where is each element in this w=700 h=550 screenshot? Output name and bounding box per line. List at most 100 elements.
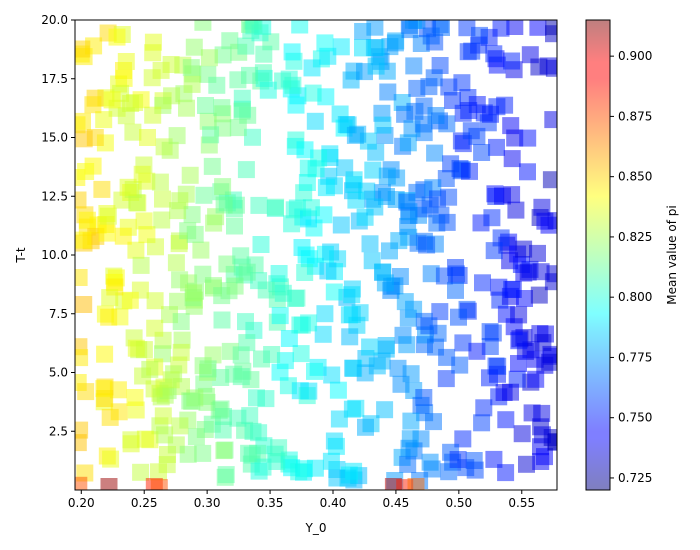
y-axis-label: T-t (14, 247, 28, 264)
data-point (202, 126, 220, 144)
data-point (280, 330, 298, 347)
data-point (75, 130, 93, 148)
data-point (95, 380, 113, 398)
data-point (319, 47, 337, 65)
data-point (271, 307, 289, 325)
data-point (77, 163, 95, 180)
colorbar-tick-label: 0.850 (618, 170, 652, 184)
data-point (270, 265, 288, 282)
data-point (437, 170, 455, 187)
data-point (481, 369, 498, 387)
data-point (109, 381, 127, 399)
data-point (172, 313, 190, 331)
data-point (415, 200, 433, 218)
data-point (237, 161, 255, 179)
data-point (171, 271, 189, 289)
data-point (325, 432, 343, 450)
data-point (286, 290, 304, 307)
data-point (322, 243, 340, 261)
data-point (267, 198, 285, 216)
data-point (366, 20, 384, 36)
data-point (392, 375, 410, 393)
data-point (212, 400, 230, 418)
data-point (168, 127, 186, 145)
x-tick-label: 0.30 (194, 496, 221, 510)
data-point (421, 453, 439, 471)
data-point (461, 162, 478, 180)
data-point (485, 45, 503, 63)
data-point (492, 229, 510, 247)
data-point (169, 202, 187, 220)
data-point (341, 328, 359, 346)
data-point (454, 334, 472, 352)
data-point (412, 396, 430, 414)
colorbar-tick-label: 0.750 (618, 411, 652, 425)
data-point (274, 72, 292, 90)
data-point (343, 286, 361, 304)
data-point (233, 102, 251, 120)
data-point (545, 20, 557, 36)
data-point (208, 76, 226, 94)
data-point (185, 38, 203, 56)
data-point (150, 479, 168, 490)
data-point (75, 191, 87, 209)
data-point (213, 311, 231, 329)
data-point (414, 115, 432, 133)
data-point (122, 435, 140, 453)
data-point (213, 99, 231, 117)
data-point (293, 239, 311, 256)
data-point (75, 434, 87, 452)
data-point (504, 281, 522, 298)
data-point (84, 96, 102, 114)
data-point (197, 97, 214, 114)
data-point (506, 20, 524, 35)
data-point (483, 209, 501, 227)
data-point (523, 404, 541, 422)
x-axis-label: Y_0 (305, 521, 327, 535)
data-point (135, 212, 153, 230)
data-point (200, 49, 218, 67)
data-point (319, 262, 337, 280)
data-point (325, 283, 343, 301)
data-point (468, 342, 486, 360)
data-point (519, 263, 537, 281)
data-point (492, 20, 510, 37)
data-point (316, 305, 334, 323)
x-tick-label: 0.45 (383, 496, 410, 510)
data-point (314, 325, 332, 343)
data-point (544, 273, 557, 291)
data-point (453, 74, 471, 92)
data-point (485, 450, 503, 468)
colorbar-gradient (586, 20, 610, 490)
data-point (214, 421, 232, 439)
y-tick-label: 2.5 (49, 424, 68, 438)
data-point (474, 274, 491, 292)
data-point (75, 40, 91, 58)
y-axis: 2.5 5.0 7.5 10.0 12.5 15.0 17.5 20.0 (41, 13, 75, 438)
data-point (138, 172, 156, 190)
data-point (300, 382, 318, 400)
data-point (374, 116, 392, 134)
data-point (199, 112, 217, 130)
data-point (330, 410, 348, 428)
x-axis: 0.20 0.25 0.30 0.35 0.40 0.45 0.50 0.55 (68, 490, 535, 510)
data-point (470, 36, 488, 54)
data-point (101, 289, 119, 307)
data-point (124, 123, 142, 141)
data-point (402, 412, 420, 430)
x-tick-label: 0.40 (320, 496, 347, 510)
data-point (533, 198, 551, 216)
data-point (158, 456, 176, 474)
data-point (357, 418, 374, 436)
data-point (144, 106, 162, 124)
colorbar-tick-label: 0.875 (618, 109, 652, 123)
data-point (75, 476, 88, 490)
data-point (132, 463, 150, 481)
data-point (475, 104, 493, 122)
data-point (322, 452, 340, 470)
data-point (486, 185, 504, 203)
data-point (366, 198, 384, 216)
data-point (187, 428, 205, 446)
data-point (496, 96, 514, 114)
data-point (95, 111, 113, 129)
